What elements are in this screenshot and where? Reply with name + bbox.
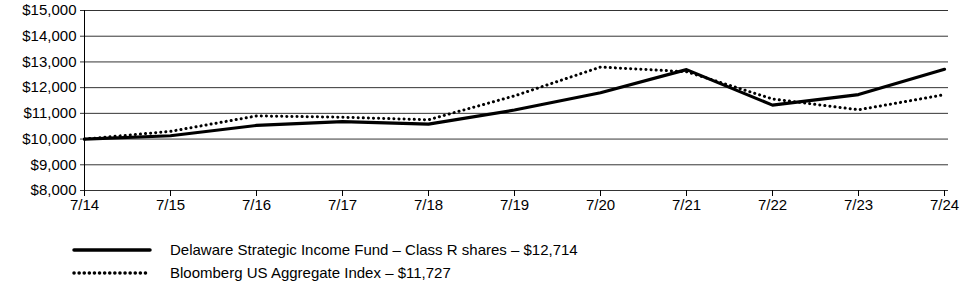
svg-text:$14,000: $14,000 <box>22 27 76 44</box>
svg-text:7/18: 7/18 <box>414 196 443 213</box>
html-text:Delaware Strategic Income Fund: Delaware Strategic Income Fund – Class R… <box>170 241 578 258</box>
svg-text:7/20: 7/20 <box>586 196 615 213</box>
svg-text:7/17: 7/17 <box>328 196 357 213</box>
svg-text:$12,000: $12,000 <box>22 78 76 95</box>
html-text:Bloomberg US Aggregate Index –: Bloomberg US Aggregate Index – $11,727 <box>170 264 451 281</box>
svg-text:7/21: 7/21 <box>672 196 701 213</box>
svg-text:7/16: 7/16 <box>242 196 271 213</box>
svg-text:7/19: 7/19 <box>500 196 529 213</box>
svg-text:7/23: 7/23 <box>844 196 873 213</box>
svg-text:$9,000: $9,000 <box>31 156 77 173</box>
svg-text:$11,000: $11,000 <box>23 104 76 121</box>
svg-text:$8,000: $8,000 <box>30 181 77 199</box>
svg-text:7/14: 7/14 <box>70 196 99 213</box>
svg-text:7/22: 7/22 <box>758 196 787 213</box>
svg-text:$15,000: $15,000 <box>22 1 76 18</box>
svg-text:$13,000: $13,000 <box>22 53 76 70</box>
svg-text:7/24: 7/24 <box>930 196 959 213</box>
svg-text:$10,000: $10,000 <box>22 130 76 147</box>
svg-text:7/15: 7/15 <box>156 196 185 213</box>
